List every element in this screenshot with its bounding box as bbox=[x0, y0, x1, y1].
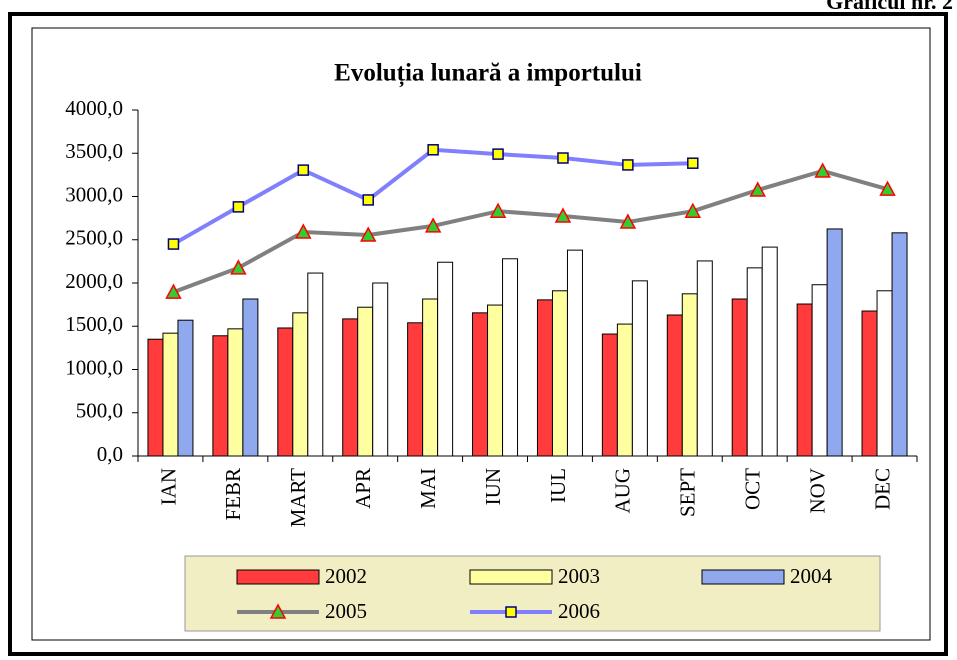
bar bbox=[796, 303, 813, 457]
bar bbox=[601, 333, 618, 457]
bar bbox=[631, 280, 648, 457]
bar bbox=[487, 304, 504, 457]
point bbox=[554, 207, 572, 223]
legend-swatch bbox=[236, 569, 320, 585]
bar bbox=[342, 318, 359, 457]
point bbox=[295, 223, 312, 239]
bar bbox=[696, 260, 713, 457]
legend-label: 2003 bbox=[558, 564, 600, 588]
point bbox=[622, 159, 634, 171]
bar bbox=[761, 246, 778, 457]
chart-title: Evoluția lunară a importului bbox=[334, 60, 642, 88]
y-tick-label: 3500,0 bbox=[65, 139, 123, 163]
point bbox=[297, 164, 310, 176]
point bbox=[427, 144, 439, 156]
y-tick-label: 1500,0 bbox=[65, 312, 123, 336]
point bbox=[619, 213, 637, 229]
bar bbox=[666, 314, 683, 457]
bar bbox=[811, 284, 828, 457]
bar bbox=[472, 312, 489, 457]
legend-swatch bbox=[469, 569, 553, 585]
bar bbox=[292, 312, 309, 457]
point bbox=[492, 148, 504, 160]
bar bbox=[242, 298, 259, 457]
point bbox=[749, 181, 766, 197]
bar bbox=[177, 319, 194, 457]
x-tick-label: SEPT bbox=[676, 468, 700, 517]
bar bbox=[826, 228, 843, 457]
bar bbox=[277, 327, 294, 457]
y-tick-label: 500,0 bbox=[76, 399, 123, 423]
bar bbox=[681, 293, 698, 457]
legend bbox=[184, 555, 881, 632]
x-tick-label: APR bbox=[351, 468, 375, 509]
bar bbox=[212, 335, 229, 457]
y-tick-label: 2500,0 bbox=[65, 226, 123, 250]
bar bbox=[162, 332, 179, 457]
x-tick-label: AUG bbox=[611, 468, 635, 514]
legend-swatch bbox=[701, 569, 785, 585]
legend-marker bbox=[269, 603, 287, 619]
y-tick-label: 1000,0 bbox=[65, 355, 123, 379]
x-tick-label: DEC bbox=[870, 468, 894, 510]
bar bbox=[422, 298, 439, 457]
point bbox=[362, 194, 374, 206]
bar bbox=[731, 298, 748, 457]
legend-marker bbox=[505, 606, 517, 618]
point bbox=[687, 157, 699, 169]
y-tick-label: 2000,0 bbox=[65, 269, 123, 293]
point bbox=[165, 283, 182, 299]
point bbox=[359, 226, 377, 242]
bar bbox=[227, 328, 244, 457]
bar bbox=[746, 267, 763, 457]
bar bbox=[372, 282, 389, 457]
bar bbox=[616, 323, 633, 457]
legend-label: 2004 bbox=[790, 564, 833, 588]
bar bbox=[566, 249, 583, 457]
point bbox=[232, 201, 245, 213]
point bbox=[489, 202, 507, 218]
point bbox=[814, 162, 831, 178]
y-tick-label: 0,0 bbox=[97, 442, 123, 466]
bar bbox=[551, 290, 568, 457]
point bbox=[167, 238, 180, 250]
x-tick-label: FEBR bbox=[221, 468, 245, 521]
bar bbox=[861, 310, 878, 457]
bar bbox=[407, 322, 424, 457]
x-tick-label: IAN bbox=[156, 468, 180, 505]
x-tick-label: IUN bbox=[481, 468, 505, 505]
legend-label: 2006 bbox=[558, 599, 600, 623]
y-tick-label: 4000,0 bbox=[65, 96, 123, 120]
bar bbox=[536, 299, 553, 457]
point bbox=[557, 152, 569, 164]
bar bbox=[357, 306, 374, 457]
bar bbox=[876, 290, 893, 457]
outer-frame bbox=[8, 12, 948, 656]
point bbox=[424, 217, 442, 233]
bar bbox=[147, 338, 164, 457]
bar bbox=[437, 261, 454, 457]
x-tick-label: IUL bbox=[546, 468, 570, 503]
point bbox=[230, 259, 247, 275]
point bbox=[879, 180, 896, 196]
point bbox=[684, 202, 702, 218]
bar bbox=[307, 272, 324, 457]
line bbox=[172, 168, 889, 294]
x-tick-label: NOV bbox=[805, 468, 829, 514]
legend-label: 2005 bbox=[325, 599, 367, 623]
bar bbox=[891, 232, 908, 457]
heading: Graficul nr. 2 bbox=[826, 0, 953, 14]
legend-label: 2002 bbox=[325, 564, 367, 588]
x-tick-label: OCT bbox=[741, 468, 765, 510]
y-tick-label: 3000,0 bbox=[65, 182, 123, 206]
bar bbox=[502, 258, 519, 457]
x-tick-label: MART bbox=[286, 468, 310, 528]
x-tick-label: MAI bbox=[416, 468, 440, 509]
